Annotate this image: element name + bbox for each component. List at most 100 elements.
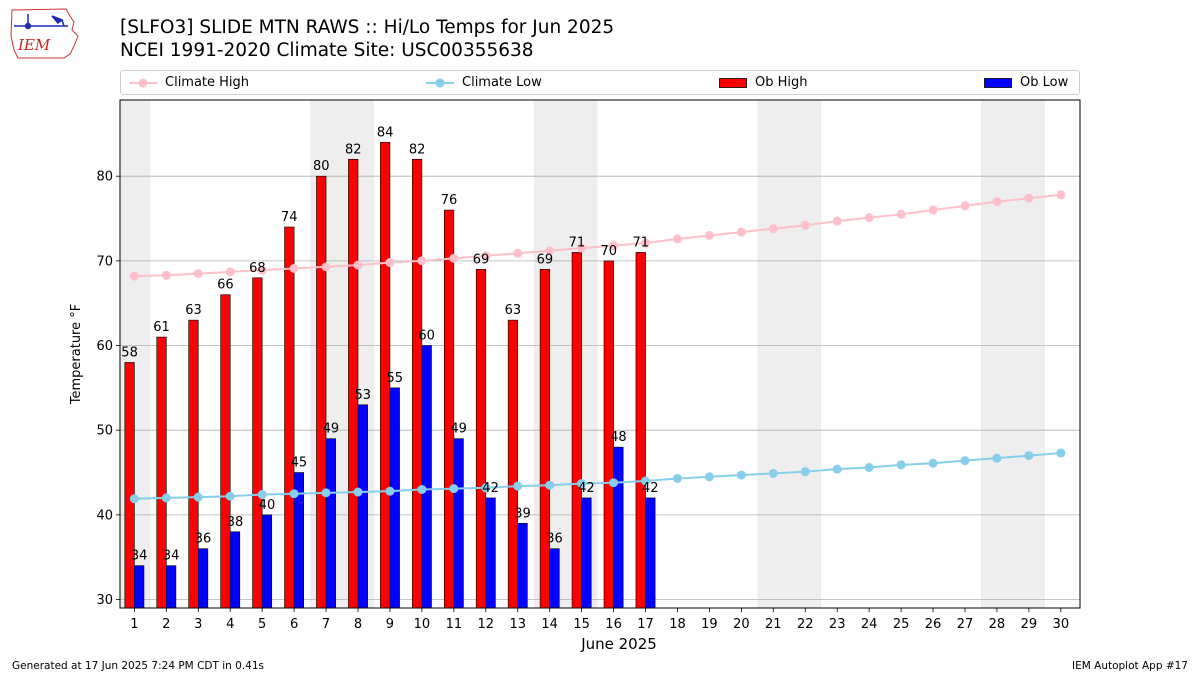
ob-low-bar — [166, 565, 177, 608]
ob-high-label: 84 — [377, 125, 394, 140]
x-tick-label: 20 — [733, 617, 750, 632]
ob-high-bar — [603, 260, 614, 608]
ob-low-label: 49 — [323, 422, 340, 437]
climate-low-point — [672, 473, 682, 483]
x-tick-label: 12 — [478, 617, 495, 632]
legend-label-climate-high: Climate High — [165, 75, 250, 90]
legend-item-climate-high: Climate High — [129, 71, 249, 94]
climate-low-point — [385, 486, 395, 496]
ob-low-bar — [325, 438, 336, 608]
climate-high-point — [641, 238, 651, 248]
climate-high-point — [225, 267, 235, 277]
x-tick-label: 1 — [130, 617, 138, 632]
ob-low-bar — [197, 548, 209, 608]
ob-high-bar — [507, 319, 519, 608]
ob-high-bar — [124, 362, 135, 608]
ob-high-label: 74 — [281, 210, 298, 225]
x-tick-label: 18 — [669, 617, 686, 632]
y-tick-label: 40 — [96, 508, 113, 523]
ob-low-label: 48 — [610, 430, 627, 445]
weekend-shade — [980, 100, 1013, 608]
y-tick-label: 50 — [96, 424, 113, 439]
climate-low-point — [1056, 448, 1066, 458]
ob-low-label: 42 — [578, 481, 595, 496]
chart-subtitle: NCEI 1991-2020 Climate Site: USC00355638 — [120, 40, 534, 61]
climate-low-point — [864, 462, 874, 472]
x-axis-label: June 2025 — [580, 635, 657, 653]
ob-high-bar — [475, 269, 487, 608]
x-tick-label: 17 — [637, 617, 654, 632]
legend-item-ob-low: Ob Low — [984, 71, 1068, 94]
climate-low-point — [545, 480, 555, 490]
ob-high-label: 82 — [345, 142, 362, 157]
climate-high-line — [134, 193, 1061, 278]
climate-low-point — [577, 479, 587, 489]
x-tick-label: 22 — [797, 617, 814, 632]
ob-low-bar — [229, 531, 241, 608]
ob-high-label: 80 — [313, 159, 330, 174]
ob-low-bar — [357, 404, 368, 608]
x-tick-label: 25 — [893, 617, 910, 632]
climate-high-point — [257, 265, 267, 275]
ob-low-label: 34 — [163, 549, 180, 564]
ob-low-bar — [613, 446, 624, 608]
ob-low-bar — [134, 565, 145, 608]
ob-high-bar — [412, 158, 423, 608]
ob-low-bar — [517, 523, 528, 608]
legend-marker-climate-low — [426, 78, 454, 87]
x-tick-label: 7 — [322, 617, 330, 632]
climate-high-point — [928, 205, 938, 215]
ob-low-label: 40 — [259, 498, 276, 513]
ob-low-label: 45 — [291, 456, 308, 471]
ob-low-bar — [453, 438, 464, 608]
climate-low-point — [449, 484, 459, 494]
ob-high-bar — [539, 269, 550, 608]
ob-low-label: 42 — [642, 481, 659, 496]
ob-high-bar — [220, 294, 231, 608]
climate-high-point — [289, 263, 299, 273]
ob-high-bar — [443, 209, 455, 608]
ob-high-label: 69 — [473, 252, 490, 267]
y-tick-label: 30 — [96, 593, 113, 608]
x-tick-label: 14 — [541, 617, 558, 632]
ob-high-label: 61 — [153, 320, 170, 335]
x-tick-label: 27 — [957, 617, 974, 632]
legend-label-ob-high: Ob High — [755, 75, 808, 90]
ob-low-label: 42 — [482, 481, 499, 496]
climate-low-point — [641, 476, 651, 486]
legend-marker-ob-low — [984, 77, 1012, 88]
climate-low-point — [832, 464, 842, 474]
ob-low-bar — [645, 497, 656, 608]
climate-low-point — [800, 467, 810, 477]
legend-item-climate-low: Climate Low — [426, 71, 542, 94]
ob-low-label: 49 — [450, 422, 467, 437]
climate-low-point — [289, 489, 299, 499]
climate-high-point — [129, 271, 139, 281]
ob-high-bar — [348, 158, 359, 608]
climate-high-point — [736, 227, 746, 237]
ob-low-bar — [485, 497, 496, 608]
ob-high-bar — [316, 175, 327, 608]
climate-low-point — [704, 472, 714, 482]
weekend-shade — [757, 100, 790, 608]
y-tick-label: 70 — [96, 254, 113, 269]
legend-marker-ob-high — [719, 77, 747, 88]
ob-low-label: 38 — [227, 515, 244, 530]
legend: Climate High Climate Low Ob High Ob Low — [120, 70, 1080, 95]
climate-high-point — [609, 241, 619, 251]
iowa-outline-icon — [10, 8, 79, 59]
ob-high-label: 71 — [632, 235, 649, 250]
ob-high-label: 70 — [601, 244, 618, 259]
climate-low-line — [134, 452, 1061, 500]
climate-low-point — [1024, 451, 1034, 461]
weekend-shade — [1012, 100, 1045, 608]
legend-marker-climate-high — [129, 78, 157, 87]
x-tick-label: 15 — [573, 617, 590, 632]
climate-high-point — [321, 262, 331, 272]
legend-item-ob-high: Ob High — [719, 71, 808, 94]
climate-high-point — [768, 224, 778, 234]
climate-low-point — [481, 483, 491, 493]
ob-low-label: 60 — [418, 329, 435, 344]
climate-high-point — [1024, 193, 1034, 203]
climate-low-point — [609, 478, 619, 488]
